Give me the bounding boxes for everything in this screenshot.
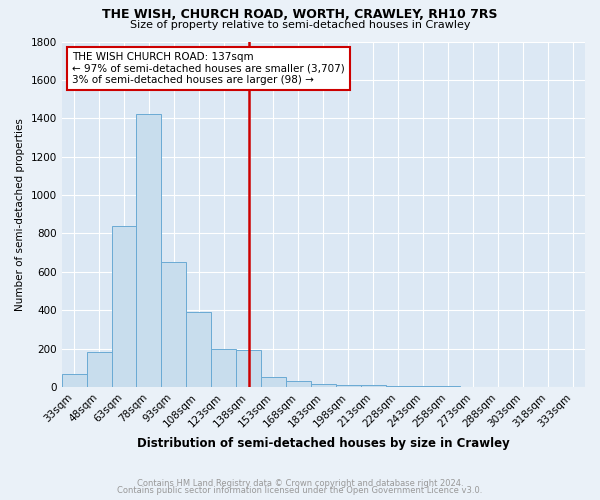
Bar (261, 378, 286, 387)
Bar (436, 386, 460, 387)
Bar (112, 226, 136, 387)
Bar (361, 386, 386, 387)
Bar (336, 385, 361, 387)
Bar (410, 386, 436, 387)
Bar (386, 386, 410, 387)
Bar (186, 312, 211, 387)
Bar (311, 384, 336, 387)
Text: Contains public sector information licensed under the Open Government Licence v3: Contains public sector information licen… (118, 486, 482, 495)
Text: Contains HM Land Registry data © Crown copyright and database right 2024.: Contains HM Land Registry data © Crown c… (137, 478, 463, 488)
Y-axis label: Number of semi-detached properties: Number of semi-detached properties (15, 118, 25, 310)
Bar (86, 352, 112, 387)
Bar (286, 381, 311, 387)
Bar (161, 262, 186, 387)
Text: THE WISH CHURCH ROAD: 137sqm
← 97% of semi-detached houses are smaller (3,707)
3: THE WISH CHURCH ROAD: 137sqm ← 97% of se… (72, 52, 345, 85)
X-axis label: Distribution of semi-detached houses by size in Crawley: Distribution of semi-detached houses by … (137, 437, 510, 450)
Bar (136, 114, 161, 387)
Bar (62, 374, 86, 387)
Text: THE WISH, CHURCH ROAD, WORTH, CRAWLEY, RH10 7RS: THE WISH, CHURCH ROAD, WORTH, CRAWLEY, R… (102, 8, 498, 20)
Bar (211, 348, 236, 387)
Text: Size of property relative to semi-detached houses in Crawley: Size of property relative to semi-detach… (130, 20, 470, 30)
Bar (236, 350, 261, 387)
